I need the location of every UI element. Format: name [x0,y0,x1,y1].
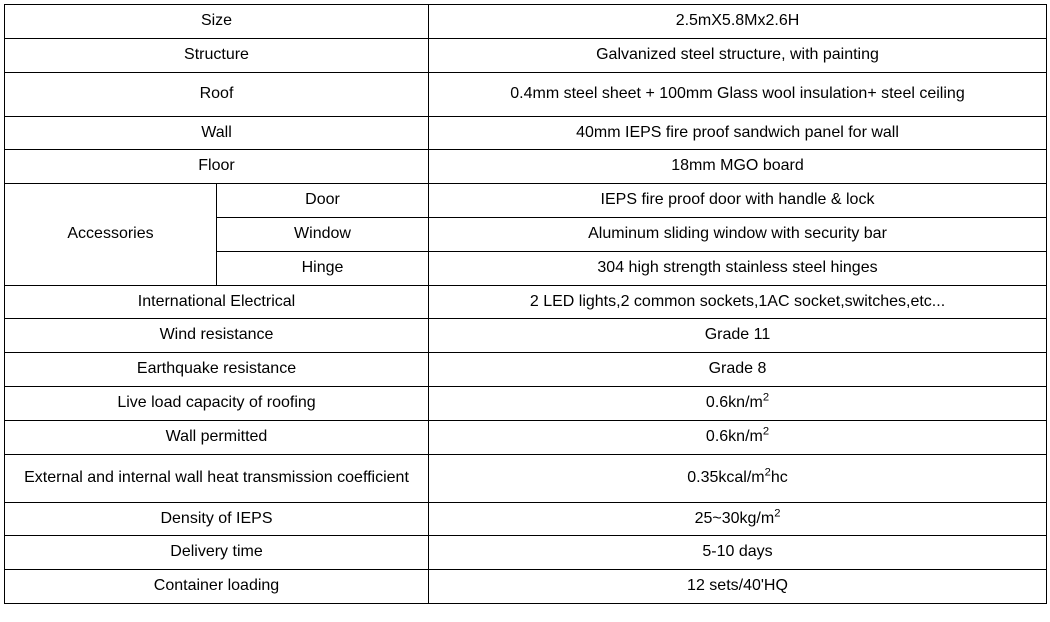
spec-value: IEPS fire proof door with handle & lock [429,184,1047,218]
table-row: Live load capacity of roofing0.6kn/m2 [5,386,1047,420]
table-row: Delivery time5-10 days [5,536,1047,570]
spec-value: 0.4mm steel sheet + 100mm Glass wool ins… [429,72,1047,116]
spec-value: Grade 8 [429,353,1047,387]
spec-value: 0.6kn/m2 [429,386,1047,420]
spec-label: Wall permitted [5,420,429,454]
spec-label: Accessories [5,184,217,285]
table-row: Wind resistanceGrade 11 [5,319,1047,353]
spec-label: International Electrical [5,285,429,319]
table-row: Earthquake resistanceGrade 8 [5,353,1047,387]
spec-label: Floor [5,150,429,184]
spec-value: 2.5mX5.8Mx2.6H [429,5,1047,39]
spec-sublabel: Window [217,217,429,251]
spec-label: Delivery time [5,536,429,570]
spec-label: Live load capacity of roofing [5,386,429,420]
spec-value: 40mm IEPS fire proof sandwich panel for … [429,116,1047,150]
table-row: Wall permitted0.6kn/m2 [5,420,1047,454]
spec-label: Size [5,5,429,39]
spec-value: 12 sets/40'HQ [429,570,1047,604]
spec-value: 25~30kg/m2 [429,502,1047,536]
spec-sublabel: Hinge [217,251,429,285]
spec-label: Earthquake resistance [5,353,429,387]
spec-sublabel: Door [217,184,429,218]
spec-label: Container loading [5,570,429,604]
spec-table: Size2.5mX5.8Mx2.6HStructureGalvanized st… [4,4,1047,604]
spec-value: 0.6kn/m2 [429,420,1047,454]
table-row: International Electrical2 LED lights,2 c… [5,285,1047,319]
table-row: External and internal wall heat transmis… [5,454,1047,502]
spec-label: Structure [5,38,429,72]
table-row: Container loading12 sets/40'HQ [5,570,1047,604]
spec-value: 5-10 days [429,536,1047,570]
spec-label: External and internal wall heat transmis… [5,454,429,502]
spec-value: Galvanized steel structure, with paintin… [429,38,1047,72]
table-row: Density of IEPS25~30kg/m2 [5,502,1047,536]
spec-label: Density of IEPS [5,502,429,536]
table-row: Roof0.4mm steel sheet + 100mm Glass wool… [5,72,1047,116]
spec-label: Wind resistance [5,319,429,353]
spec-value: Aluminum sliding window with security ba… [429,217,1047,251]
table-row: AccessoriesDoorIEPS fire proof door with… [5,184,1047,218]
spec-value: 304 high strength stainless steel hinges [429,251,1047,285]
spec-table-body: Size2.5mX5.8Mx2.6HStructureGalvanized st… [5,5,1047,604]
table-row: Floor18mm MGO board [5,150,1047,184]
table-row: StructureGalvanized steel structure, wit… [5,38,1047,72]
spec-label: Roof [5,72,429,116]
spec-value: Grade 11 [429,319,1047,353]
spec-label: Wall [5,116,429,150]
spec-value: 2 LED lights,2 common sockets,1AC socket… [429,285,1047,319]
spec-value: 0.35kcal/m2hc [429,454,1047,502]
table-row: Size2.5mX5.8Mx2.6H [5,5,1047,39]
spec-value: 18mm MGO board [429,150,1047,184]
table-row: Wall40mm IEPS fire proof sandwich panel … [5,116,1047,150]
